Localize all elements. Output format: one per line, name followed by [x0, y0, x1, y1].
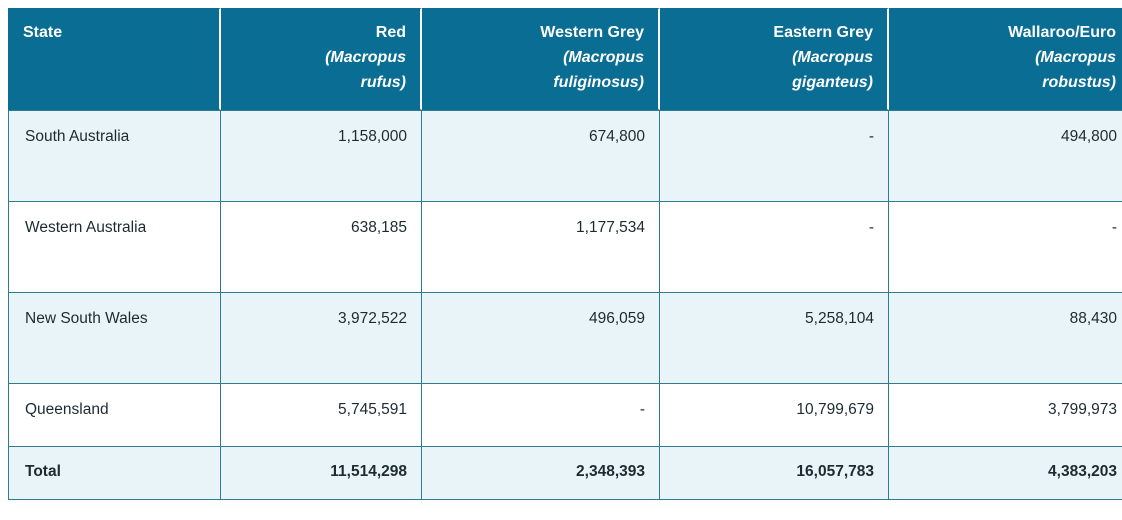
cell-total-red: 11,514,298: [221, 447, 422, 501]
column-header-western-grey[interactable]: Western Grey (Macropus fuliginosus): [422, 8, 660, 111]
cell-state: Western Australia: [8, 202, 221, 294]
cell-total-label: Total: [8, 447, 221, 501]
column-header-eastern-grey-sci-2: giganteus): [792, 73, 873, 91]
cell-red: 5,745,591: [221, 384, 422, 448]
cell-wallaroo-euro: -: [889, 202, 1122, 294]
column-header-wallaroo-euro-sci-1: (Macropus: [1035, 48, 1116, 66]
table-row: South Australia 1,158,000 674,800 - 494,…: [8, 110, 1122, 203]
cell-red: 638,185: [221, 202, 422, 294]
cell-eastern-grey: 10,799,679: [660, 384, 889, 448]
cell-state: South Australia: [8, 110, 221, 203]
cell-eastern-grey: -: [660, 202, 889, 294]
column-header-western-grey-sci-2: fuliginosus): [553, 73, 644, 91]
header-row: State Red (Macropus rufus) Western Grey …: [8, 8, 1122, 111]
column-header-state[interactable]: State: [8, 8, 221, 111]
cell-red: 3,972,522: [221, 293, 422, 385]
table-row: Queensland 5,745,591 - 10,799,679 3,799,…: [8, 384, 1122, 448]
cell-state: Queensland: [8, 384, 221, 448]
table-total-row: Total 11,514,298 2,348,393 16,057,783 4,…: [8, 447, 1122, 501]
cell-western-grey: 496,059: [422, 293, 660, 385]
table-row: Western Australia 638,185 1,177,534 - - …: [8, 202, 1122, 294]
table-row: New South Wales 3,972,522 496,059 5,258,…: [8, 293, 1122, 385]
cell-state: New South Wales: [8, 293, 221, 385]
cell-western-grey: -: [422, 384, 660, 448]
column-header-wallaroo-euro[interactable]: Wallaroo/Euro (Macropus robustus): [889, 8, 1122, 111]
cell-eastern-grey: -: [660, 110, 889, 203]
cell-wallaroo-euro: 88,430: [889, 293, 1122, 385]
column-header-state-label: State: [23, 24, 63, 41]
table-body: South Australia 1,158,000 674,800 - 494,…: [8, 110, 1122, 501]
column-header-eastern-grey[interactable]: Eastern Grey (Macropus giganteus): [660, 8, 889, 111]
cell-total-wallaroo-euro: 4,383,203: [889, 447, 1122, 501]
column-header-red-sci-1: (Macropus: [325, 48, 406, 66]
column-header-western-grey-sci-1: (Macropus: [563, 48, 644, 66]
cell-total-western-grey: 2,348,393: [422, 447, 660, 501]
cell-western-grey: 1,177,534: [422, 202, 660, 294]
kangaroo-population-table: State Red (Macropus rufus) Western Grey …: [8, 8, 1122, 501]
column-header-western-grey-common: Western Grey: [540, 24, 644, 41]
cell-wallaroo-euro: 3,799,973: [889, 384, 1122, 448]
cell-eastern-grey: 5,258,104: [660, 293, 889, 385]
column-header-red[interactable]: Red (Macropus rufus): [221, 8, 422, 111]
column-header-wallaroo-euro-common: Wallaroo/Euro: [1008, 24, 1116, 41]
cell-wallaroo-euro: 494,800: [889, 110, 1122, 203]
cell-western-grey: 674,800: [422, 110, 660, 203]
column-header-red-sci-2: rufus): [360, 73, 406, 91]
column-header-eastern-grey-common: Eastern Grey: [773, 24, 873, 41]
cell-total-eastern-grey: 16,057,783: [660, 447, 889, 501]
cell-red: 1,158,000: [221, 110, 422, 203]
column-header-red-common: Red: [375, 24, 406, 41]
column-header-eastern-grey-sci-1: (Macropus: [792, 48, 873, 66]
column-header-wallaroo-euro-sci-2: robustus): [1042, 73, 1116, 91]
table-header: State Red (Macropus rufus) Western Grey …: [8, 8, 1122, 111]
